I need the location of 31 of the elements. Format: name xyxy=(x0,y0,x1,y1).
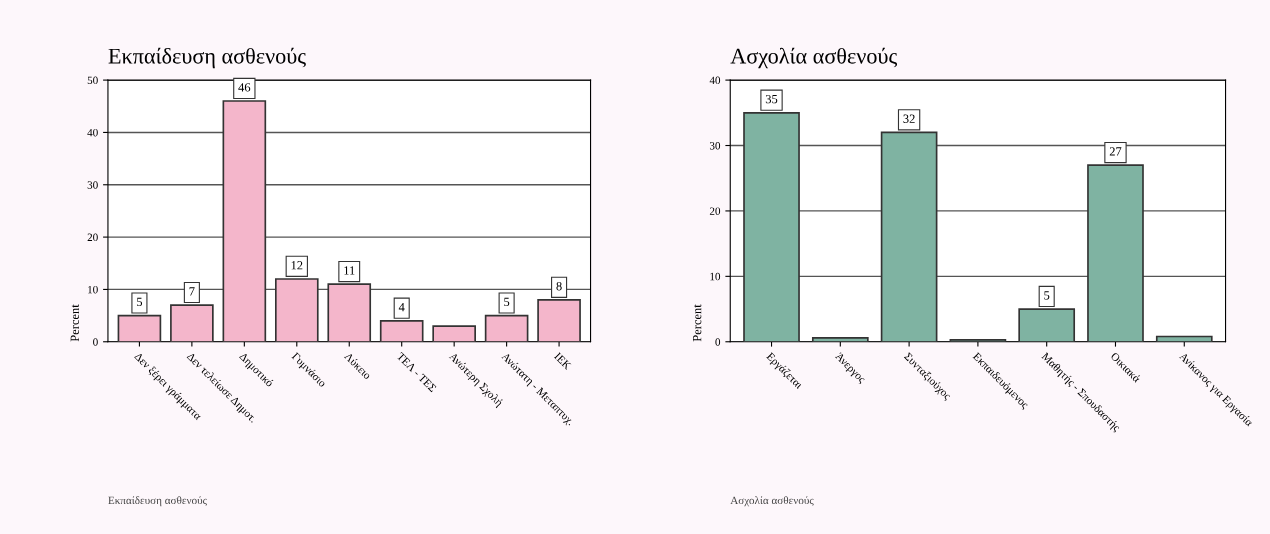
y-tick-label: 0 xyxy=(93,338,98,346)
chart-title: Εκπαίδευση ασθενούς xyxy=(108,47,306,69)
chart-title: Ασχολία ασθενούς xyxy=(730,47,898,69)
bar xyxy=(432,325,476,342)
data-label: 35 xyxy=(765,94,778,104)
y-axis-title: Percent xyxy=(693,304,702,342)
data-label: 46 xyxy=(238,83,251,92)
y-tick-label: 30 xyxy=(709,141,721,150)
x-tick-label: ΙΕΚ xyxy=(553,352,572,370)
text: Εκπαίδευση ασθενούς xyxy=(108,496,207,507)
text: Ασχολία ασθενούς xyxy=(730,496,814,507)
y-tick-label: 20 xyxy=(87,233,98,242)
y-tick-label: 10 xyxy=(88,285,98,294)
data-label: 7 xyxy=(189,287,195,296)
y-tick-label: 40 xyxy=(709,76,721,85)
data-label: 5 xyxy=(137,297,143,307)
y-tick-label: 40 xyxy=(87,128,98,137)
y-tick-label: 20 xyxy=(709,207,721,215)
data-label: 5 xyxy=(504,297,510,307)
y-axis-title: Percent xyxy=(70,304,80,342)
data-label: 11 xyxy=(344,266,355,275)
data-label: 12 xyxy=(291,261,303,270)
y-tick-label: 30 xyxy=(87,181,98,189)
data-label: 4 xyxy=(398,302,405,312)
data-label: 32 xyxy=(903,114,915,123)
y-tick-label: 0 xyxy=(715,338,721,346)
y-tick-label: 50 xyxy=(87,76,98,85)
y-tick-label: 10 xyxy=(710,272,721,281)
data-label: 8 xyxy=(556,281,562,291)
data-label: 5 xyxy=(1044,291,1050,300)
data-label: 27 xyxy=(1109,147,1122,156)
